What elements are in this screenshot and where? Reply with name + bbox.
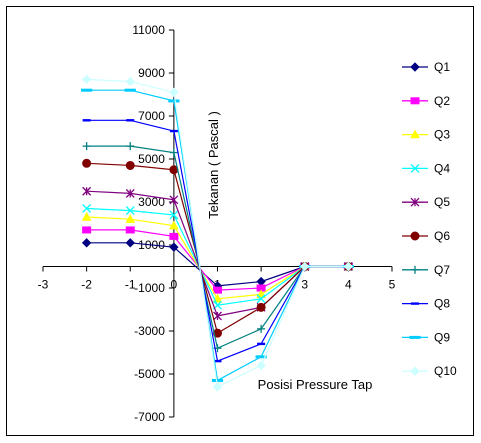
data-point-q8 [257,342,266,346]
x-tick-label: 4 [345,278,352,292]
y-tick-label: 9000 [138,66,165,80]
data-point-q5 [82,186,92,196]
data-point-q7 [126,142,135,151]
legend-label: Q4 [434,161,450,175]
data-point-q10 [212,382,223,392]
data-point-q7 [82,142,91,151]
legend-marker [410,62,420,72]
x-tick-label: 3 [301,278,308,292]
legend-marker [410,129,420,139]
x-tick-label: -1 [125,278,136,292]
y-tick-label: 11000 [132,23,165,37]
legend-marker [410,163,420,173]
data-point-q1 [125,238,135,248]
legend-marker [410,231,420,241]
data-point-q8 [213,359,222,363]
legend-label: Q10 [434,364,457,378]
legend-label: Q1 [434,60,450,74]
data-point-q6 [125,160,135,170]
data-point-q10 [125,76,135,87]
data-point-q10 [343,261,354,272]
legend-marker [411,265,419,274]
y-tick-label: -1000 [134,281,165,295]
y-axis-title: Tekanan ( Pascal ) [206,111,221,219]
data-point-q3 [81,212,92,221]
data-point-q7 [257,324,266,333]
data-point-q3 [125,214,136,223]
y-tick-label: -3000 [134,324,165,338]
data-point-q2 [169,232,179,240]
data-point-q6 [256,302,266,312]
x-axis-title: Posisi Pressure Tap [258,377,373,392]
data-point-q8 [82,119,91,122]
data-point-q5 [213,311,222,321]
data-point-q7 [169,148,178,157]
data-point-q1 [169,242,179,252]
legend-label: Q6 [434,229,450,243]
data-point-q10 [81,74,92,85]
legend-marker [411,302,419,305]
data-point-q4 [256,294,266,304]
x-tick-label: 0 [171,278,178,292]
x-tick-label: -3 [38,278,49,292]
data-point-q8 [169,129,178,133]
data-point-q3 [169,220,179,230]
data-point-q9 [211,378,224,382]
data-point-q9 [168,99,180,103]
data-point-q9 [81,88,93,92]
legend-label: Q5 [434,195,450,209]
data-point-q5 [125,188,135,198]
data-point-q6 [213,328,222,338]
legend-label: Q9 [434,330,450,344]
y-tick-label: -7000 [134,410,165,424]
data-point-q2 [82,226,92,234]
legend-label: Q2 [434,94,450,108]
legend-marker [410,197,420,207]
data-point-q10 [169,87,179,98]
data-point-q5 [169,195,179,205]
data-point-q2 [125,226,135,234]
y-tick-label: -5000 [134,367,165,381]
y-tick-label: 3000 [138,195,165,209]
data-point-q10 [300,261,310,272]
legend-label: Q3 [434,128,450,142]
x-tick-label: -2 [81,278,92,292]
y-tick-label: 7000 [138,109,165,123]
legend-marker [410,97,420,105]
data-point-q6 [82,158,92,168]
data-point-q4 [169,210,179,220]
data-point-q10 [256,360,266,371]
data-point-q9 [124,88,136,92]
legend-label: Q8 [434,297,450,311]
legend-label: Q7 [434,263,450,277]
data-point-q4 [82,203,92,213]
y-tick-label: 5000 [138,152,165,166]
x-tick-label: 5 [389,278,396,292]
data-point-q4 [125,206,135,216]
legend-marker [410,366,420,376]
data-point-q1 [81,238,92,248]
data-point-q2 [213,286,222,294]
data-point-q9 [255,355,267,359]
legend-marker [409,335,421,339]
data-point-q8 [126,119,135,122]
